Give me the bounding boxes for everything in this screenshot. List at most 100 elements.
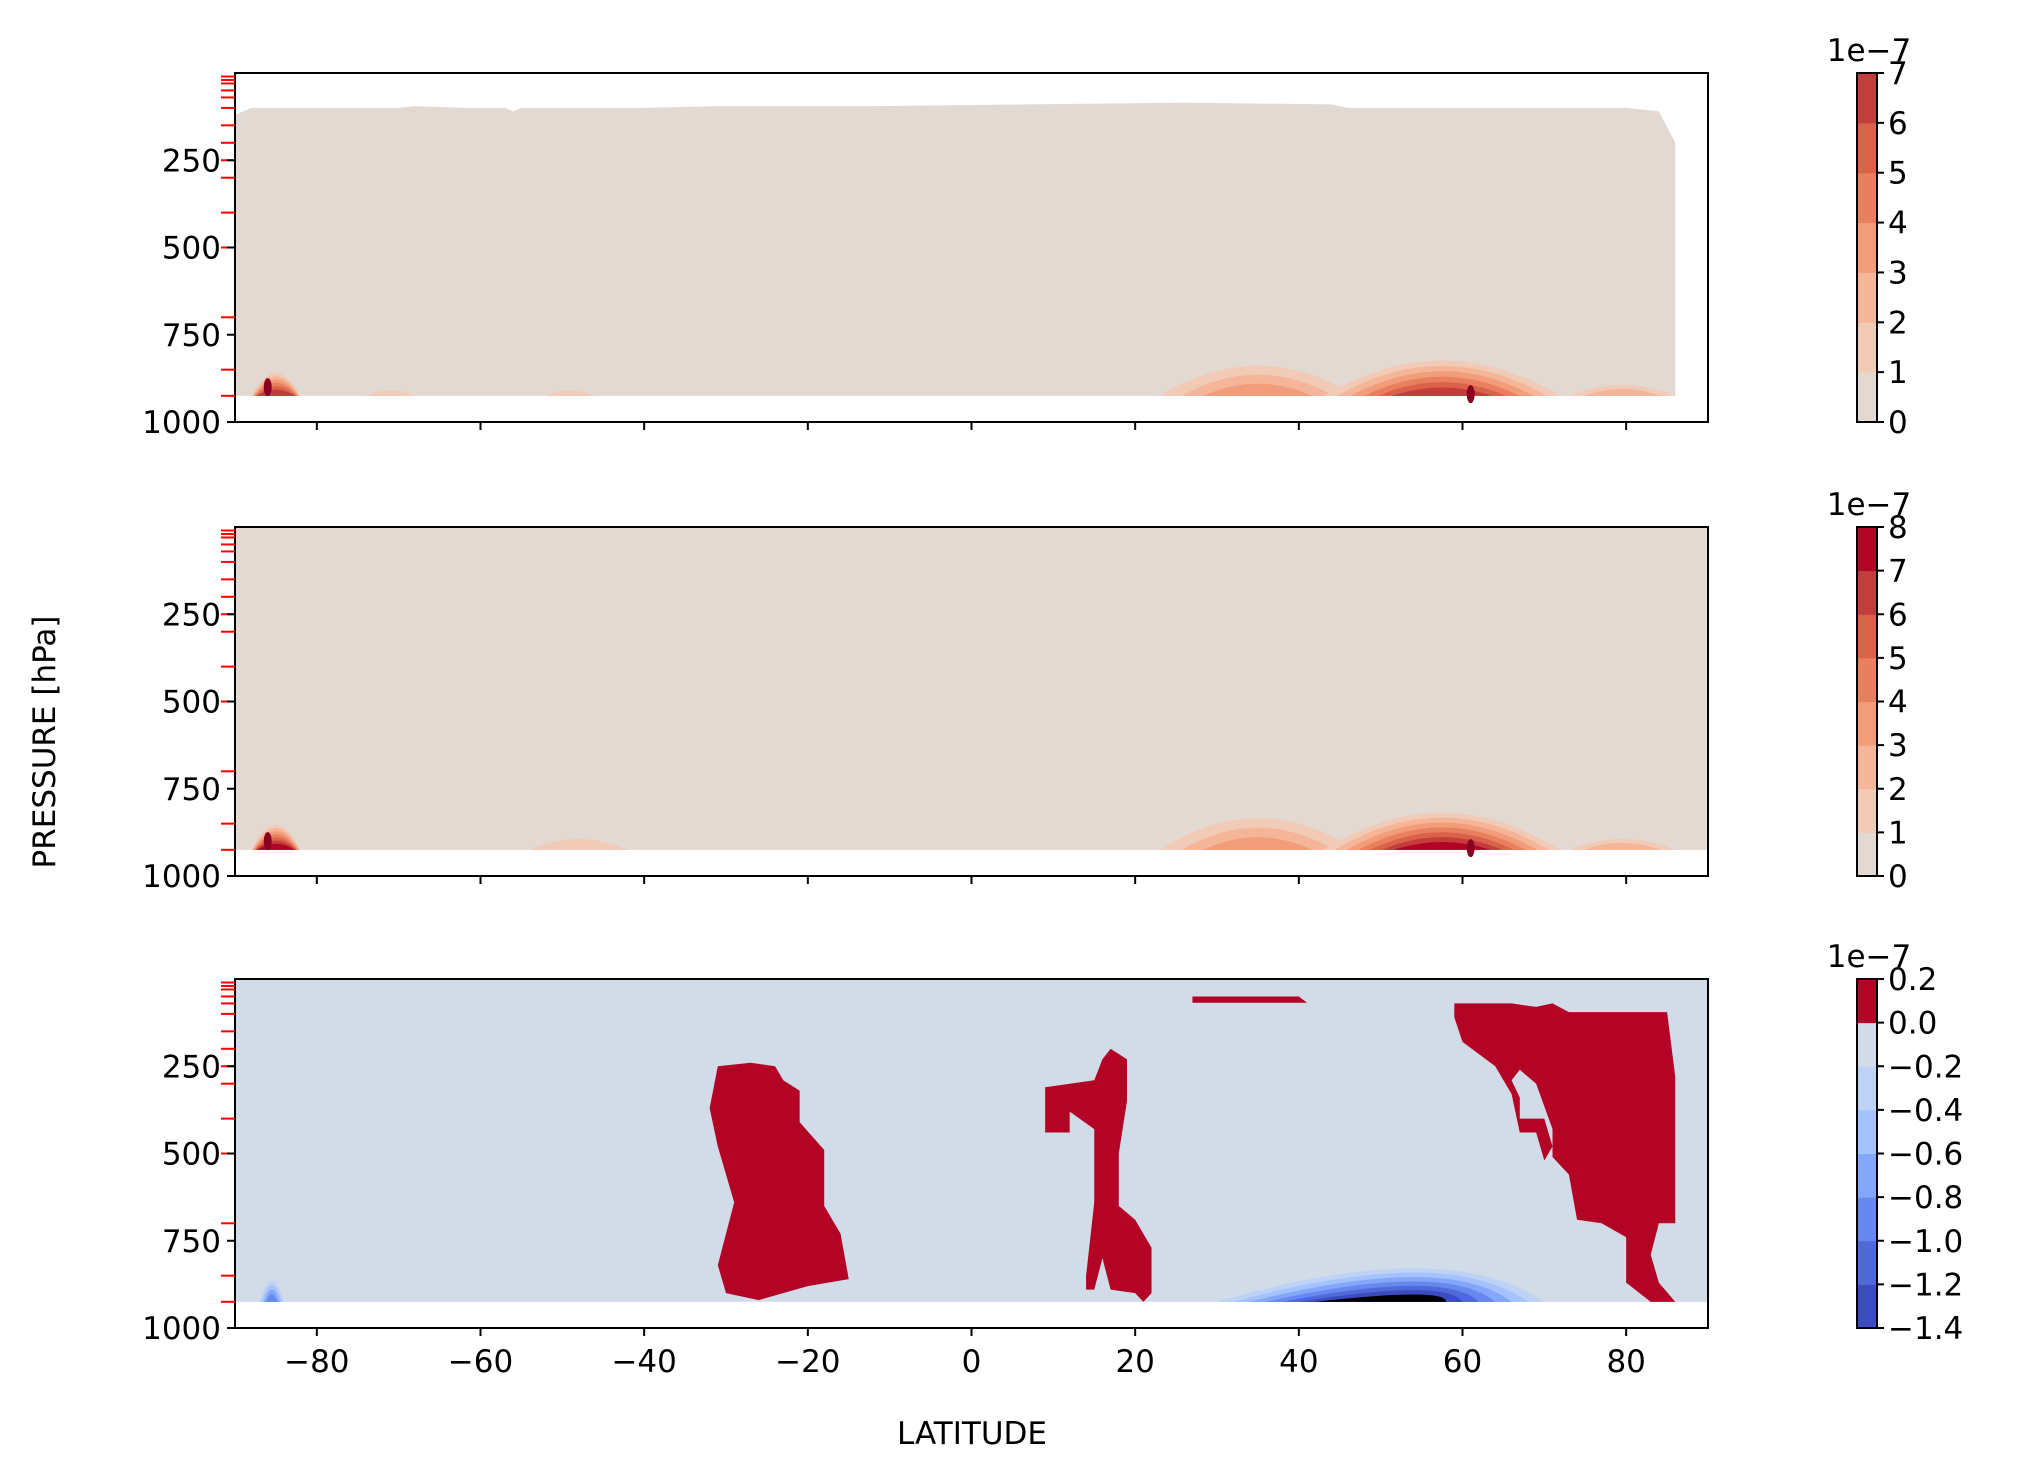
x-tick-label: −80 xyxy=(284,1344,349,1380)
x-tick-label: 60 xyxy=(1443,1344,1482,1380)
colorbar-tick-label: −0.8 xyxy=(1888,1180,1963,1216)
colorbar-segment xyxy=(1857,222,1877,273)
y-tick-label: 750 xyxy=(162,318,221,354)
x-tick-label: 80 xyxy=(1606,1344,1645,1380)
x-tick-label: 20 xyxy=(1115,1344,1154,1380)
maximum-marker xyxy=(263,378,272,397)
x-axis-label: LATITUDE xyxy=(897,1416,1047,1452)
colorbar-tick-label: 0 xyxy=(1888,859,1908,895)
panel-top: 250 500 750 1000 0 1 2 3 4 5 6 71e−7 xyxy=(142,33,1911,441)
negative-contour-band xyxy=(265,1294,278,1302)
contour-band xyxy=(1583,388,1661,396)
negative-contour-band xyxy=(1315,1294,1447,1302)
colorbar: 0 1 2 3 4 5 6 7 81e−7 xyxy=(1827,487,1912,895)
y-tick-label: 1000 xyxy=(142,1311,221,1347)
colorbar: 0 1 2 3 4 5 6 71e−7 xyxy=(1827,33,1912,441)
contour-band xyxy=(365,390,416,396)
y-tick-label: 1000 xyxy=(142,859,221,895)
colorbar-tick-label: 4 xyxy=(1888,206,1908,242)
colorbar-frame xyxy=(1856,72,1878,423)
positive-region xyxy=(1192,996,1308,1003)
colorbar-segment xyxy=(1857,172,1877,224)
colorbar-tick-label: 5 xyxy=(1888,156,1908,192)
x-tick-label: 0 xyxy=(962,1344,982,1380)
y-tick-label: 500 xyxy=(162,231,221,267)
colorbar-segment xyxy=(1857,832,1877,877)
colorbar-segment xyxy=(1857,657,1877,702)
colorbar-tick-label: −0.4 xyxy=(1888,1093,1963,1129)
colorbar-tick-label: 7 xyxy=(1888,56,1908,92)
x-tick-label: −60 xyxy=(448,1344,513,1380)
colorbar-segment xyxy=(1857,570,1877,615)
colorbar-tick-label: 3 xyxy=(1888,728,1908,764)
colorbar-tick-label: 8 xyxy=(1888,510,1908,546)
x-tick-label: −40 xyxy=(611,1344,676,1380)
y-tick-label: 1000 xyxy=(142,405,221,441)
colorbar-tick-label: 3 xyxy=(1888,255,1908,291)
colorbar-tick-label: 0.2 xyxy=(1888,962,1937,998)
contour-band xyxy=(529,838,628,850)
colorbar-tick-label: −0.2 xyxy=(1888,1049,1963,1085)
colorbar-segment xyxy=(1857,979,1877,1024)
colorbar-tick-label: −1.0 xyxy=(1888,1224,1963,1260)
colorbar-tick-label: 2 xyxy=(1888,772,1908,808)
positive-region xyxy=(1454,1003,1676,1302)
colorbar-segment xyxy=(1857,272,1877,323)
maximum-marker xyxy=(263,832,272,851)
colorbar-segment xyxy=(1857,1197,1877,1242)
maximum-marker xyxy=(1466,385,1475,404)
colorbar-tick-label: −1.4 xyxy=(1888,1311,1963,1347)
colorbar-segment xyxy=(1857,788,1877,833)
colorbar-tick-label: 0 xyxy=(1888,405,1908,441)
colorbar-segment xyxy=(1857,701,1877,746)
colorbar-segment xyxy=(1857,527,1877,572)
colorbar-tick-label: 2 xyxy=(1888,305,1908,341)
x-tick-label: −20 xyxy=(775,1344,840,1380)
colorbar-tick-label: −1.2 xyxy=(1888,1267,1963,1303)
colorbar-multiplier: 1e−7 xyxy=(1827,487,1912,523)
colorbar-segment xyxy=(1857,372,1877,423)
y-tick-label: 250 xyxy=(162,597,221,633)
colorbar-segment xyxy=(1857,745,1877,790)
colorbar-segment xyxy=(1857,1022,1877,1067)
colorbar-tick-label: 6 xyxy=(1888,106,1908,142)
contour-band xyxy=(1203,383,1313,396)
y-tick-label: 500 xyxy=(162,1137,221,1173)
colorbar-tick-label: 0.0 xyxy=(1888,1006,1937,1042)
contour-band xyxy=(1203,837,1313,850)
colorbar-multiplier: 1e−7 xyxy=(1827,939,1912,975)
panel-middle: 250 500 750 1000 0 1 2 3 4 5 6 7 81e−7 xyxy=(142,487,1911,895)
y-tick-label: 250 xyxy=(162,1049,221,1085)
contour-band xyxy=(1393,841,1491,850)
colorbar-segment xyxy=(1857,122,1877,174)
colorbar-tick-label: 5 xyxy=(1888,641,1908,677)
y-tick-label: 250 xyxy=(162,143,221,179)
x-tick-label: 40 xyxy=(1279,1344,1318,1380)
colorbar-segment xyxy=(1857,614,1877,659)
maximum-marker xyxy=(1466,839,1475,858)
colorbar: −1.4 −1.2 −1.0 −0.8 −0.6 −0.4 −0.2 0.0 0.21e−7 xyxy=(1827,939,1964,1347)
y-axis-label: PRESSURE [hPa] xyxy=(27,616,63,869)
contour-band xyxy=(1583,842,1661,850)
colorbar-segment xyxy=(1857,1153,1877,1198)
y-tick-label: 500 xyxy=(162,685,221,721)
colorbar-segment xyxy=(1857,1284,1877,1329)
colorbar-segment xyxy=(1857,322,1877,373)
field-background xyxy=(235,527,1708,850)
colorbar-tick-label: −0.6 xyxy=(1888,1137,1963,1173)
contour-band xyxy=(545,390,596,396)
colorbar-tick-label: 4 xyxy=(1888,685,1908,721)
field-background xyxy=(235,102,1676,396)
colorbar-tick-label: 1 xyxy=(1888,815,1908,851)
positive-region xyxy=(1045,1048,1152,1302)
colorbar-segment xyxy=(1857,73,1877,124)
y-tick-label: 750 xyxy=(162,772,221,808)
colorbar-segment xyxy=(1857,1109,1877,1154)
colorbar-tick-label: 7 xyxy=(1888,554,1908,590)
colorbar-tick-label: 1 xyxy=(1888,355,1908,391)
colorbar-segment xyxy=(1857,1240,1877,1285)
y-tick-label: 750 xyxy=(162,1224,221,1260)
positive-region xyxy=(709,1062,849,1301)
